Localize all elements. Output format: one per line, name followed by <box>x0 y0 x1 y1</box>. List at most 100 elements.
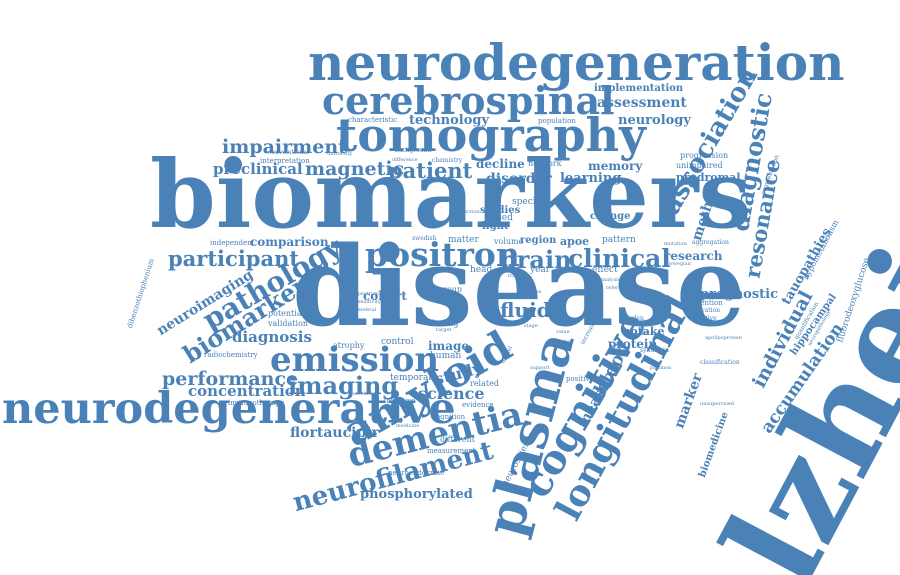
word-classification: classification <box>700 359 740 366</box>
word-swedish: swedish <box>412 235 437 242</box>
word-synuclein: synuclein <box>640 347 669 354</box>
word-burden: burden <box>622 315 644 322</box>
word-comparison: comparison <box>250 235 329 249</box>
word-mutation: mutation <box>664 241 687 247</box>
word-protein: protein <box>608 337 658 351</box>
word-memory: memory <box>588 159 643 173</box>
word-preclinical: preclinical <box>213 160 303 178</box>
word-independent: independent <box>210 239 255 247</box>
word-machine: machine <box>640 331 662 337</box>
word-head: head <box>470 265 493 275</box>
word-reactive: reactive <box>692 315 717 322</box>
word-measurement: measurement <box>427 447 476 455</box>
word-neurodegeneration: neurodegeneration <box>308 33 845 92</box>
word-reference: reference <box>606 285 631 291</box>
word-neurodegenerative: neurodegenerative <box>2 384 456 434</box>
word-temporal: temporal <box>390 373 432 383</box>
word-network: network <box>528 159 562 168</box>
word-learning: learning <box>560 171 622 186</box>
word-volume: volume <box>494 237 524 246</box>
word-image: image <box>428 339 470 353</box>
word-matter: matter <box>448 235 479 245</box>
word-chemistry: chemistry <box>432 157 463 164</box>
word-correlation: correlation <box>350 391 378 397</box>
word-difference: difference <box>392 157 418 163</box>
word-higher: higher <box>556 339 573 345</box>
word-unimpaired: unimpaired <box>676 161 723 170</box>
word-finding: finding <box>430 319 459 328</box>
word-analysis: analysis <box>600 277 621 283</box>
word-imaging: imaging <box>288 371 399 400</box>
word-specific: specific <box>512 197 547 207</box>
word-disease: disease <box>292 222 746 351</box>
word-region: region <box>520 235 557 246</box>
word-human: human <box>430 351 462 361</box>
word-uptake: uptake <box>622 325 665 338</box>
word-diagnosis: diagnosis <box>232 328 312 346</box>
word-cerebral: cerebral <box>355 307 377 313</box>
word-change: change <box>590 211 631 222</box>
word-scan: scan <box>530 289 542 295</box>
word-fluid: fluid <box>500 298 551 322</box>
word-immunotherapy: immunotherapy <box>228 399 285 407</box>
word-light: light <box>482 221 509 232</box>
word-impairment: impairment <box>222 136 347 158</box>
word-unsupervised: unsupervised <box>700 401 734 407</box>
word-effect: effect <box>592 265 618 275</box>
word-biomarkers: biomarkers <box>150 140 752 250</box>
word-assessment: assessment <box>597 95 687 111</box>
word-implementation: implementation <box>594 83 684 94</box>
word-population: population <box>538 117 576 125</box>
word-retention: retention <box>690 299 723 307</box>
word-based: based <box>486 213 513 223</box>
word-dibenzothiophenium: dibenzothiophenium <box>125 257 156 330</box>
word-positron: positron <box>365 235 520 274</box>
word-cohort: cohort <box>363 289 407 303</box>
word-interpretation: interpretation <box>260 157 310 165</box>
word-tracer: tracer <box>508 273 524 279</box>
word-research: research <box>664 249 723 263</box>
word-neuroendocrine: neuroendocrine <box>388 469 445 477</box>
word-data: data <box>506 265 520 272</box>
word-related: related <box>470 379 499 388</box>
word-positive: positive <box>566 375 594 383</box>
word-cognition: cognition <box>432 413 466 421</box>
word-progression: progression <box>680 151 729 160</box>
word-target: target <box>436 327 452 333</box>
word-biomedicine: biomedicine <box>696 410 731 479</box>
word-support: support <box>530 365 550 371</box>
word-year: year <box>530 265 551 275</box>
word-stage: stage <box>524 323 538 329</box>
word-science: science <box>418 384 485 403</box>
word-participant: participant <box>168 246 300 271</box>
word-atrophy: atrophy <box>333 341 365 350</box>
word-clinical: clinical <box>568 244 671 273</box>
word-initiative: initiative <box>384 397 416 405</box>
word-evidence: evidence <box>462 401 494 409</box>
word-control: control <box>381 337 414 347</box>
word-neurology: neurology <box>618 113 691 128</box>
word-disorder: disorder <box>486 171 552 187</box>
word-activation: activation <box>690 307 721 314</box>
word-studies: studies <box>480 205 521 216</box>
word-tomography: tomography <box>336 108 646 162</box>
word-performance: performance <box>162 368 299 390</box>
word-background: background <box>395 147 432 154</box>
word-magnetic: magnetic <box>305 158 405 180</box>
word-radiochemistry: radiochemistry <box>204 351 258 359</box>
word-aggregation: aggregation <box>692 239 729 246</box>
word-technology: technology <box>409 113 490 128</box>
word-pattern: pattern <box>602 235 636 245</box>
word-apoe: apoe <box>560 235 590 248</box>
word-flortaucipir: flortaucipir <box>290 425 379 441</box>
word-medicine: medicine <box>396 423 420 429</box>
word-value: value <box>556 329 570 335</box>
word-patient: patient <box>388 158 473 183</box>
word-norwegian: norwegian <box>664 261 691 267</box>
word-phosphorylated: phosphorylated <box>360 487 473 502</box>
word-university: university <box>327 151 353 157</box>
word-emission: emission <box>270 340 440 380</box>
word-different: different <box>440 435 476 444</box>
word-potential: potential <box>268 309 305 318</box>
word-concentration: concentration <box>188 382 306 400</box>
